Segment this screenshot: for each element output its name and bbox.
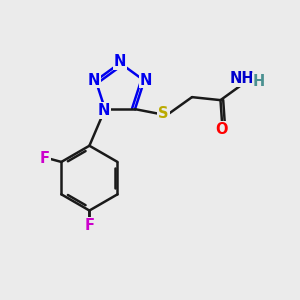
Text: NH: NH bbox=[229, 71, 254, 86]
Text: N: N bbox=[97, 103, 110, 118]
Text: N: N bbox=[88, 73, 100, 88]
Text: N: N bbox=[114, 54, 126, 69]
Text: F: F bbox=[84, 218, 94, 233]
Text: O: O bbox=[216, 122, 228, 137]
Text: H: H bbox=[253, 74, 265, 89]
Text: S: S bbox=[158, 106, 169, 121]
Text: N: N bbox=[140, 73, 152, 88]
Text: F: F bbox=[40, 152, 50, 166]
